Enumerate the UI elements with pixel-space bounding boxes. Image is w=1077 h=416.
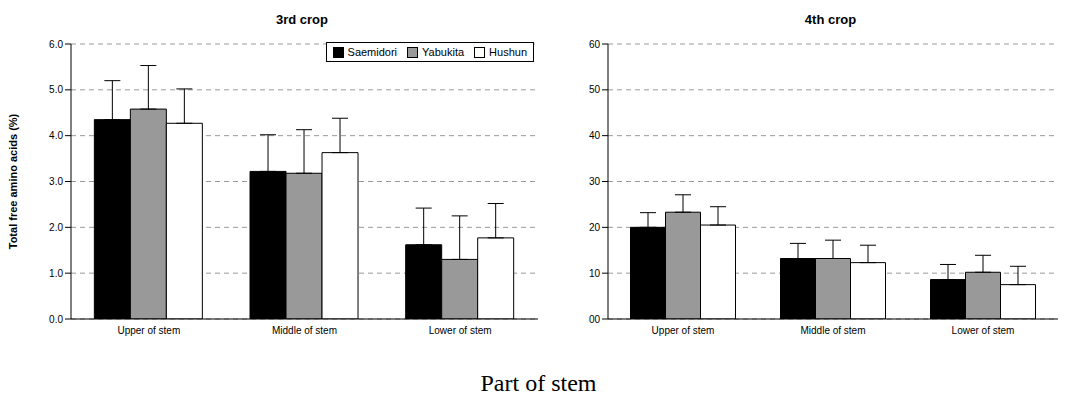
svg-text:1.0: 1.0: [49, 268, 63, 279]
svg-text:0.0: 0.0: [49, 314, 63, 325]
html-text:Yabukita: Yabukita: [422, 46, 465, 58]
svg-text:Middle of stem: Middle of stem: [800, 325, 865, 336]
svg-text:Upper of stem: Upper of stem: [117, 325, 180, 336]
svg-text:Middle of stem: Middle of stem: [272, 325, 337, 336]
svg-text:20: 20: [589, 222, 601, 233]
svg-text:Lower of stem: Lower of stem: [952, 325, 1015, 336]
svg-text:2.0: 2.0: [49, 222, 63, 233]
svg-text:50: 50: [589, 84, 601, 95]
svg-text:30: 30: [589, 176, 601, 187]
html-text:Hushun: Hushun: [489, 46, 527, 58]
svg-text:00: 00: [589, 314, 601, 325]
html-text:4th crop: 4th crop: [804, 12, 857, 27]
html-text:Part of stem: Part of stem: [480, 370, 597, 396]
svg-text:Total free amino acids (%): Total free amino acids (%): [8, 113, 19, 249]
svg-text:Upper of stem: Upper of stem: [652, 325, 715, 336]
svg-text:60: 60: [589, 39, 601, 50]
svg-text:4.0: 4.0: [49, 130, 63, 141]
svg-text:6.0: 6.0: [49, 39, 63, 50]
svg-text:Lower of stem: Lower of stem: [429, 325, 492, 336]
svg-text:40: 40: [589, 130, 601, 141]
html-text:3rd crop: 3rd crop: [276, 12, 328, 27]
svg-text:3.0: 3.0: [49, 176, 63, 187]
svg-text:5.0: 5.0: [49, 84, 63, 95]
svg-text:10: 10: [589, 268, 601, 279]
html-text:Saemidori: Saemidori: [347, 46, 398, 58]
